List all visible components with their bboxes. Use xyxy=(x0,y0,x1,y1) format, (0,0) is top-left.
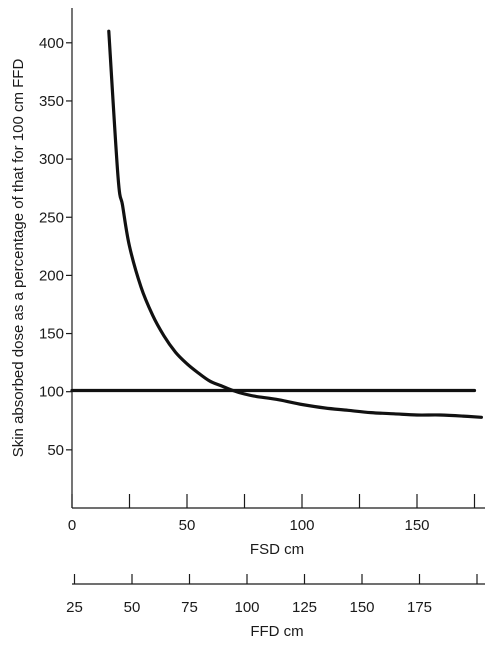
y-tick-label: 400 xyxy=(39,35,64,52)
ffd-tick-label: 50 xyxy=(124,599,141,616)
secondary-x-axis: 25 50 75 100 125 150 175 FFD cm xyxy=(66,574,485,640)
x-axis: 0 50 100 150 FSD cm xyxy=(68,494,485,558)
ffd-tick-label: 175 xyxy=(407,599,432,616)
ffd-tick-label: 100 xyxy=(234,599,259,616)
y-axis-title: Skin absorbed dose as a percentage of th… xyxy=(10,59,27,458)
x-tick-label: 150 xyxy=(404,517,429,534)
y-tick-label: 150 xyxy=(39,326,64,343)
y-tick-label: 200 xyxy=(39,267,64,284)
y-axis: 50 100 150 200 250 300 350 400 Skin absorbed do… xyxy=(10,8,73,508)
x-axis-title: FSD cm xyxy=(250,541,304,558)
x-tick-label: 100 xyxy=(289,517,314,534)
ffd-tick-label: 125 xyxy=(292,599,317,616)
x-ticks: 0 50 100 150 xyxy=(68,494,476,534)
ffd-tick-label: 75 xyxy=(181,599,198,616)
ffd-tick-label: 150 xyxy=(349,599,374,616)
y-tick-label: 50 xyxy=(47,442,64,459)
x-tick-label: 0 xyxy=(68,517,76,534)
plot-area xyxy=(70,29,483,419)
dose-curve-line xyxy=(107,29,483,419)
y-tick-label: 350 xyxy=(39,93,64,110)
secondary-x-ticks: 25 50 75 100 125 150 175 xyxy=(66,574,478,616)
secondary-x-axis-title: FFD cm xyxy=(250,623,303,640)
y-ticks: 50 100 150 200 250 300 350 400 xyxy=(39,35,72,459)
y-tick-label: 300 xyxy=(39,151,64,168)
y-tick-label: 250 xyxy=(39,209,64,226)
x-tick-label: 50 xyxy=(179,517,196,534)
y-tick-label: 100 xyxy=(39,384,64,401)
ffd-tick-label: 25 xyxy=(66,599,83,616)
